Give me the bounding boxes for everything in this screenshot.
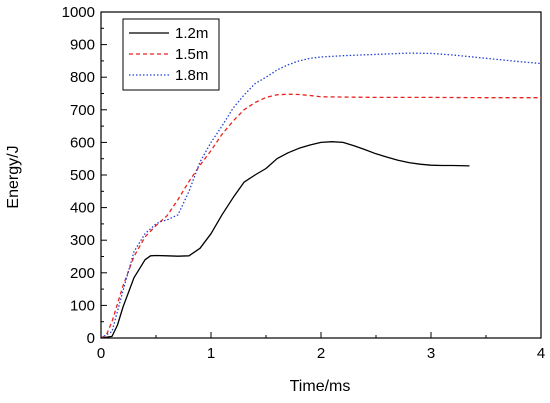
series-line-1-8m bbox=[100, 52, 542, 339]
y-tick-label: 0 bbox=[87, 330, 95, 347]
x-tick-label: 4 bbox=[537, 345, 545, 362]
legend-label: 1.5m bbox=[175, 46, 208, 63]
x-tick-label: 2 bbox=[317, 345, 325, 362]
x-tick-label: 0 bbox=[97, 345, 105, 362]
legend-label: 1.2m bbox=[175, 25, 208, 42]
y-tick-label: 800 bbox=[70, 69, 95, 86]
y-tick-label: 900 bbox=[70, 37, 95, 54]
series-line-1-5m bbox=[100, 93, 541, 339]
y-tick-label: 400 bbox=[70, 200, 95, 217]
y-tick-label: 1000 bbox=[62, 4, 95, 21]
y-tick-label: 300 bbox=[70, 232, 95, 249]
y-tick-label: 200 bbox=[70, 265, 95, 282]
y-tick-label: 500 bbox=[70, 167, 95, 184]
legend-label: 1.8m bbox=[175, 67, 208, 84]
y-tick-label: 600 bbox=[70, 134, 95, 151]
legend: 1.2m 1.5m 1.8m bbox=[122, 18, 220, 91]
series-line-1-2m bbox=[100, 141, 470, 339]
x-tick-label: 3 bbox=[427, 345, 435, 362]
y-tick-label: 700 bbox=[70, 102, 95, 119]
x-tick-label: 1 bbox=[207, 345, 215, 362]
y-axis-title: Energy/J bbox=[5, 145, 22, 208]
y-tick-label: 100 bbox=[70, 297, 95, 314]
x-axis-title: Time/ms bbox=[290, 378, 351, 395]
